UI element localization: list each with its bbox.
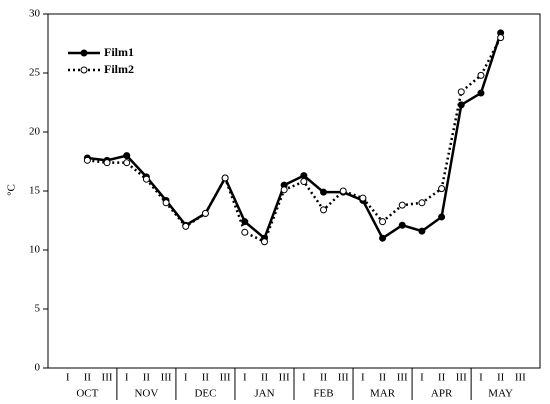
x-tick-label: I [243,372,247,384]
y-tick-label: 15 [29,185,41,197]
y-tick-label: 10 [29,244,41,256]
x-tick-label: III [102,372,113,384]
x-tick-label: I [302,372,306,384]
x-tick-label: III [515,372,526,384]
y-tick-label: 0 [35,362,41,374]
data-point [162,199,170,207]
data-point [123,159,131,167]
month-label: MAY [488,388,513,400]
x-tick-label: I [479,372,483,384]
data-point [398,201,406,209]
legend-label: Film1 [104,45,134,59]
x-tick-label: I [66,372,70,384]
x-tick-label: II [261,372,269,384]
data-point [221,174,229,182]
data-point [83,156,91,164]
legend-label: Film2 [104,62,134,76]
y-tick-label: 25 [29,67,41,79]
x-tick-label: I [420,372,424,384]
x-tick-label: III [279,372,290,384]
x-tick-label: II [84,372,92,384]
data-point [379,218,387,226]
data-point [320,188,328,196]
x-tick-label: III [161,372,172,384]
data-point [438,185,446,193]
data-point [339,187,347,195]
x-tick-label: II [438,372,446,384]
month-label: JAN [254,388,274,400]
data-point [320,206,328,214]
data-point [241,218,249,226]
data-point [241,228,249,236]
x-tick-label: II [143,372,151,384]
data-point [477,89,485,97]
x-tick-label: II [320,372,328,384]
y-axis-label: °C [6,184,18,196]
month-label: MAR [370,388,396,400]
x-tick-label: I [125,372,129,384]
month-label: FEB [313,388,333,400]
data-point [477,71,485,79]
data-point [418,227,426,235]
x-tick-label: I [184,372,188,384]
data-point [300,178,308,186]
x-tick-label: II [379,372,387,384]
y-tick-label: 30 [29,8,41,20]
x-tick-label: III [397,372,408,384]
data-point [359,194,367,202]
month-label: NOV [134,388,158,400]
data-point [418,199,426,207]
legend-marker [80,66,88,74]
y-tick-label: 20 [29,126,41,138]
x-tick-label: III [456,372,467,384]
data-point [201,209,209,217]
x-tick-label: III [220,372,231,384]
data-point [438,213,446,221]
data-point [300,172,308,180]
month-label: APR [431,388,453,400]
x-tick-label: I [361,372,365,384]
month-label: DEC [194,388,216,400]
legend-marker [80,49,88,57]
series-line [87,32,502,241]
data-point [103,159,111,167]
data-point [142,175,150,183]
data-point [457,88,465,96]
x-tick-label: II [497,372,505,384]
y-tick-label: 5 [35,303,41,315]
data-point [123,152,131,160]
data-point [379,234,387,242]
data-point [182,222,190,230]
series-line [87,37,502,244]
x-tick-label: III [338,372,349,384]
data-point [280,186,288,194]
data-point [398,221,406,229]
month-label: OCT [76,388,98,400]
data-point [260,238,268,246]
data-point [497,34,505,42]
x-tick-label: II [202,372,210,384]
